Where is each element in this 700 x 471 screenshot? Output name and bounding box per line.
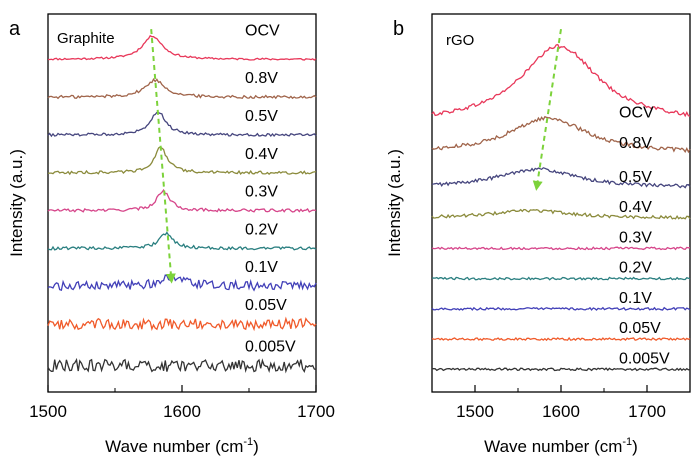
series-line-ocv [431, 43, 691, 118]
series-line-0-4v [47, 146, 317, 176]
trace-label: 0.005V [619, 350, 670, 367]
x-axis-title-b: Wave number (cm-1) [484, 436, 638, 456]
x-tick-label: 1500 [456, 402, 494, 421]
peak-shift-arrow-b [532, 28, 562, 191]
trace-label: 0.5V [619, 169, 652, 186]
series-line-0-005v [431, 367, 691, 372]
series-line-0-5v [47, 111, 317, 138]
y-axis-title-b: Intensity (a.u.) [385, 149, 404, 257]
series-line-0-4v [431, 208, 691, 220]
panel-letter-a: a [9, 18, 21, 40]
trace-label: 0.1V [619, 290, 652, 307]
trace-label: 0.2V [245, 221, 278, 238]
trace-label: 0.8V [245, 70, 278, 87]
peak-shift-arrow-a [150, 29, 176, 284]
series-line-0-05v [47, 316, 317, 332]
x-ticks-b: 1500 1600 1700 [431, 385, 691, 421]
trace-label: 0.5V [245, 108, 278, 125]
x-ticks-a: 1500 1600 1700 [29, 385, 335, 421]
trace-label: 0.005V [245, 339, 296, 356]
trace-label: 0.2V [619, 260, 652, 277]
trace-label: 0.8V [619, 135, 652, 152]
x-tick-label: 1600 [542, 402, 580, 421]
panel-title-a: Graphite [57, 30, 115, 47]
trace-label: 0.05V [619, 320, 661, 337]
series-line-0-3v [431, 246, 691, 251]
x-tick-label: 1600 [163, 402, 201, 421]
series-line-0-05v [431, 336, 691, 342]
x-tick-label: 1500 [29, 402, 67, 421]
trace-label: 0.1V [245, 259, 278, 276]
series-line-0-5v [431, 167, 691, 189]
series-line-0-3v [47, 188, 317, 213]
trace-label: OCV [619, 105, 654, 122]
series-line-0-2v [47, 231, 317, 251]
trace-label: 0.3V [619, 229, 652, 246]
series-line-0-2v [431, 276, 691, 281]
trace-labels-a: OCV 0.8V 0.5V 0.4V 0.3V 0.2V 0.1V 0.05V 0.005V [245, 22, 296, 355]
trace-label: 0.4V [619, 199, 652, 216]
series-group-b [431, 43, 691, 372]
trace-label: OCV [245, 22, 280, 39]
x-tick-label: 1700 [297, 402, 335, 421]
series-line-0-1v [431, 306, 691, 311]
panel-letter-b: b [393, 18, 404, 40]
series-line-0-005v [47, 357, 317, 374]
series-line-ocv [48, 34, 317, 61]
trace-label: 0.3V [245, 184, 278, 201]
trace-label: 0.4V [245, 146, 278, 163]
panel-b: b rGO Intensity (a.u.) Wave number (cm-1… [385, 13, 691, 456]
panel-title-b: rGO [446, 32, 474, 49]
trace-labels-b: OCV 0.8V 0.5V 0.4V 0.3V 0.2V 0.1V 0.05V 0.005V [619, 105, 670, 368]
x-tick-label: 1700 [628, 402, 666, 421]
series-line-0-8v [47, 77, 317, 100]
trace-label: 0.05V [245, 297, 287, 314]
series-group-a [47, 34, 317, 374]
y-axis-title-a: Intensity (a.u.) [7, 149, 26, 257]
series-line-0-1v [47, 273, 317, 292]
panel-a: a Graphite Intensity (a.u.) Wave number … [7, 13, 335, 456]
x-axis-title-a: Wave number (cm-1) [105, 436, 259, 456]
series-line-0-8v [431, 115, 691, 154]
